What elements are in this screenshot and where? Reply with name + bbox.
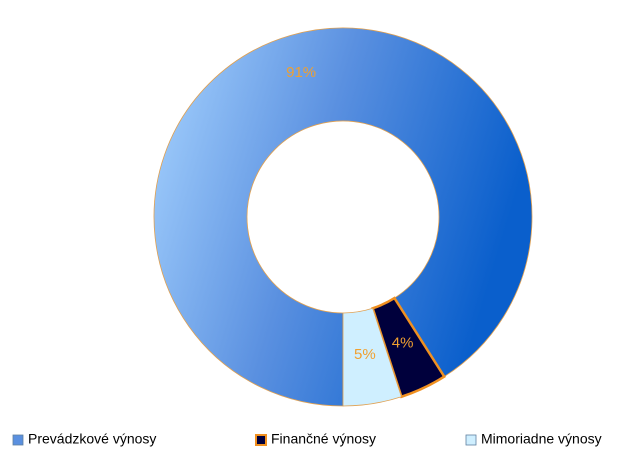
legend-swatch (12, 434, 24, 446)
legend-label: Prevádzkové výnosy (28, 431, 156, 447)
legend-swatch (465, 434, 477, 446)
data-label: 4% (392, 335, 414, 352)
donut-segment (342, 307, 402, 407)
legend-label: Mimoriadne výnosy (481, 431, 602, 447)
data-label: 91% (286, 64, 316, 81)
data-label: 5% (354, 346, 376, 363)
donut-segment (153, 27, 533, 407)
legend-swatch (255, 434, 267, 446)
legend-label: Finančné výnosy (271, 431, 376, 447)
